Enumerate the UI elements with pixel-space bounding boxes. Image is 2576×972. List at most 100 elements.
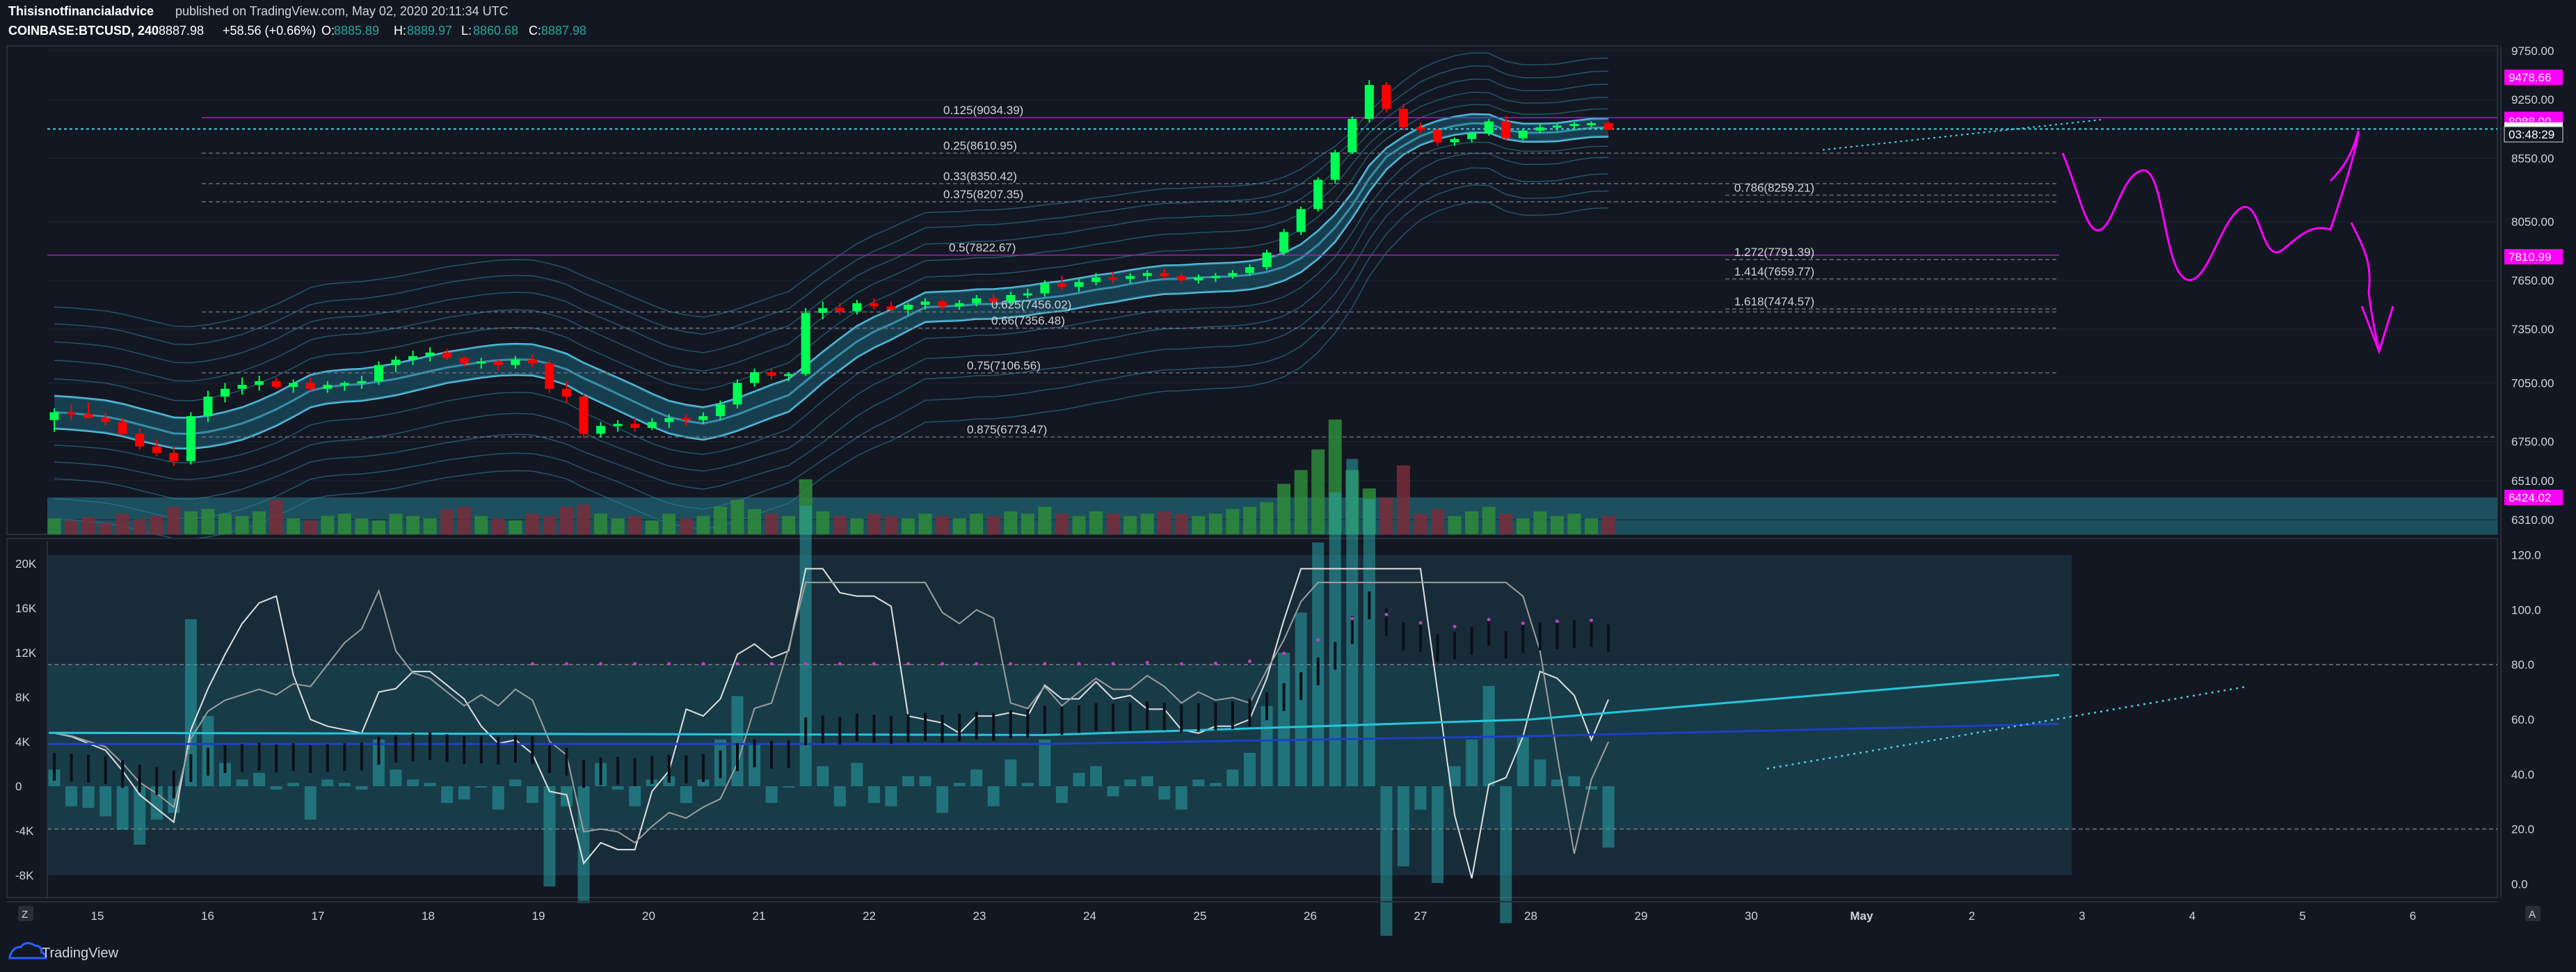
oscillator-pane[interactable]: [6, 459, 2498, 940]
histogram-bar: [1568, 776, 1581, 786]
envelope-band-line: [54, 184, 1609, 520]
histogram-bar: [1448, 766, 1461, 786]
osc-right-tick: 20.0: [2511, 823, 2534, 836]
candle-body: [715, 404, 725, 417]
histogram-bar: [1278, 653, 1290, 786]
candle-body: [1210, 276, 1220, 278]
price-pane[interactable]: 0.125(9034.39) 0.25(8610.95) 0.33(8350.42)…: [6, 45, 2498, 540]
osc-left-tick: 8K: [15, 691, 30, 704]
osc-dot: [1418, 621, 1423, 625]
symbol-interval[interactable]: COINBASE:BTCUSD, 240: [8, 24, 159, 38]
histogram-bar: [1005, 759, 1017, 786]
histogram-bar: [509, 779, 522, 786]
candle-body: [1142, 273, 1152, 276]
volume-bar: [628, 516, 642, 534]
histogram-bar: [1107, 786, 1119, 797]
volume-bar: [918, 513, 932, 534]
candle-body: [750, 372, 760, 383]
time-tick-label: 22: [863, 909, 876, 923]
histogram-bar: [1602, 786, 1615, 848]
author-name[interactable]: Thisisnotfinancialadvice: [8, 4, 154, 18]
time-tick-label: 29: [1635, 909, 1648, 923]
osc-dot: [1009, 662, 1013, 666]
fib-level-label: 0.375(8207.35): [943, 188, 1023, 201]
time-tick-label: 26: [1304, 909, 1317, 923]
osc-dot: [941, 662, 945, 666]
candle-body: [1603, 122, 1613, 130]
upper-zone: [47, 555, 2072, 665]
osc-dot: [1487, 617, 1491, 621]
time-tick-label: 23: [973, 909, 986, 923]
candle-body: [613, 424, 623, 427]
volume-bar: [902, 518, 915, 534]
time-tick-label: 27: [1414, 909, 1427, 923]
histogram-bar: [680, 786, 692, 803]
osc-dot: [1316, 638, 1320, 642]
histogram-bar: [65, 786, 78, 806]
volume-bar: [1448, 516, 1462, 534]
histogram-bar: [1414, 786, 1427, 810]
a-button[interactable]: [2525, 906, 2541, 921]
candle-body: [835, 308, 845, 312]
volume-bar: [269, 500, 283, 534]
candle-body: [83, 414, 93, 418]
volume-bar: [1431, 509, 1445, 534]
osc-dot: [1043, 662, 1047, 666]
osc-left-tick: -8K: [15, 869, 34, 882]
candle-body: [1057, 283, 1066, 287]
candle-body: [989, 298, 998, 302]
candle-body: [289, 383, 298, 387]
candle-body: [152, 446, 161, 453]
candle-body: [920, 301, 930, 305]
candle-body: [1587, 122, 1596, 125]
candle-body: [255, 381, 264, 385]
candle-body: [1450, 138, 1459, 143]
volume-bar: [748, 509, 762, 534]
osc-dot: [565, 662, 568, 666]
osc-dot: [1384, 612, 1389, 616]
candle-body: [237, 385, 247, 389]
fib-level-label: 1.272(7791.39): [1734, 246, 1814, 259]
histogram-bar: [99, 786, 112, 817]
volume-bar: [986, 516, 1000, 534]
tradingview-logo[interactable]: TradingView: [8, 942, 119, 961]
candle-body: [1023, 293, 1032, 296]
candle-body: [477, 361, 486, 364]
candle-body: [1364, 85, 1374, 119]
candle-body: [1160, 273, 1169, 276]
histogram-bar: [1551, 779, 1563, 786]
volume-bar: [1482, 507, 1496, 534]
price-tick-label: 8050.00: [2511, 216, 2554, 229]
envelope-band-line: [54, 91, 1609, 382]
histogram-bar: [1397, 786, 1409, 867]
volume-bar: [184, 511, 198, 534]
volume-bar: [952, 518, 966, 534]
open-label: O:: [321, 24, 335, 38]
z-button[interactable]: [18, 906, 33, 921]
volume-bar: [1533, 511, 1547, 534]
histogram-bar: [1380, 786, 1393, 940]
high-label: H:: [394, 24, 406, 38]
volume-bar: [1585, 518, 1598, 534]
candle-body: [1347, 118, 1357, 153]
candle-body: [339, 383, 349, 385]
trend-line: [1822, 119, 2102, 151]
osc-dot: [975, 662, 979, 666]
candle-body: [1382, 85, 1391, 109]
volume-bar: [696, 516, 710, 534]
candle-body: [784, 374, 794, 376]
volume-bar: [303, 520, 317, 534]
volume-bar: [1072, 516, 1086, 534]
histogram-bar: [270, 786, 282, 790]
volume-bar: [355, 518, 369, 534]
volume-bar: [1414, 513, 1427, 534]
volume-bar: [782, 516, 796, 534]
axes: 9750.00 9250.00 8550.00 8050.00 7650.00 7350.…: [7, 45, 2563, 923]
time-tick-label: 24: [1083, 909, 1096, 923]
candle-body: [1313, 180, 1323, 209]
volume-bar: [1106, 513, 1120, 534]
histogram-bar: [1244, 753, 1256, 786]
osc-dot: [1145, 660, 1149, 664]
candle-body: [391, 359, 401, 365]
cloud-icon: [8, 942, 47, 959]
